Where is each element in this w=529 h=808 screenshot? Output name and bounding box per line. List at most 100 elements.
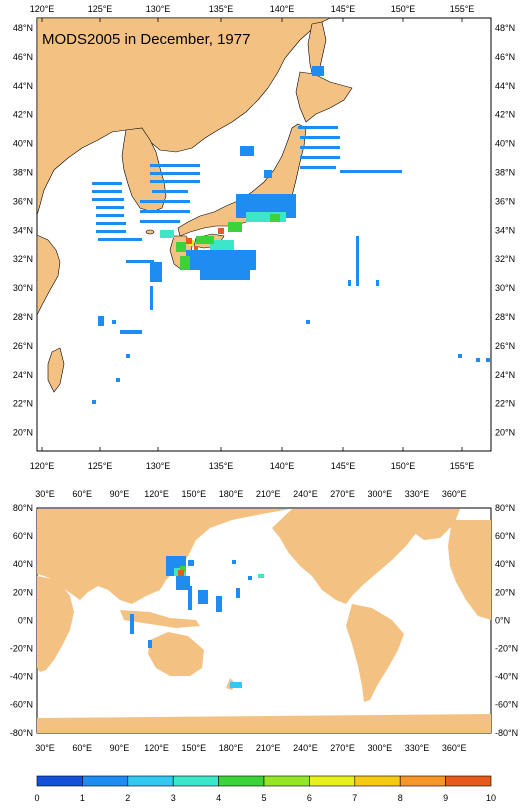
- africa: [37, 576, 74, 672]
- lon-label: 330°E: [405, 743, 430, 753]
- lon-label: 270°E: [330, 743, 355, 753]
- global-lon-labels-top: 30°E 60°E 90°E 120°E 150°E 180°E 210°E 240°E 270…: [35, 489, 466, 499]
- colorbar-label: 3: [171, 793, 176, 803]
- lat-label: 36°N: [13, 196, 33, 206]
- south-america: [346, 604, 404, 702]
- lat-label: 20°N: [495, 587, 515, 597]
- lon-label: 360°E: [442, 743, 467, 753]
- lat-label: 24°N: [495, 370, 515, 380]
- colorbar-label: 7: [352, 793, 357, 803]
- lon-label: 150°E: [181, 743, 206, 753]
- colorbar-box: [354, 775, 401, 787]
- colorbar-label: 0: [34, 793, 39, 803]
- colorbar: 0 1 2 3 4 5 6 7 8 9 10: [34, 775, 496, 803]
- colorbar-label: 6: [307, 793, 312, 803]
- lat-label: -60°N: [10, 700, 33, 710]
- lat-label: 44°N: [13, 81, 33, 91]
- lon-label: 150°E: [181, 489, 206, 499]
- lon-label: 90°E: [110, 743, 130, 753]
- regional-lon-labels-bottom: 120°E 125°E 130°E 135°E 140°E 145°E 150°E 155°E: [30, 461, 475, 471]
- colorbar-label: 4: [216, 793, 221, 803]
- lon-label: 180°E: [219, 743, 244, 753]
- lon-label: 120°E: [30, 4, 55, 14]
- lon-label: 155°E: [450, 4, 475, 14]
- colorbar-box: [445, 775, 492, 787]
- lon-label: 130°E: [146, 461, 171, 471]
- global-observations: [130, 556, 264, 688]
- lat-label: -80°N: [10, 728, 33, 738]
- lat-label: 20°N: [13, 587, 33, 597]
- lat-label: 48°N: [13, 23, 33, 33]
- lon-label: 125°E: [88, 461, 113, 471]
- lat-label: 20°N: [13, 428, 33, 438]
- north-america: [272, 509, 440, 604]
- lon-label: 155°E: [450, 461, 475, 471]
- lon-label: 210°E: [256, 743, 281, 753]
- colorbar-labels: 0 1 2 3 4 5 6 7 8 9 10: [34, 793, 496, 803]
- lon-label: 30°E: [35, 743, 55, 753]
- colorbar-label: 5: [261, 793, 266, 803]
- lon-label: 90°E: [110, 489, 130, 499]
- lon-label: 120°E: [30, 461, 55, 471]
- lon-label: 150°E: [391, 4, 416, 14]
- lat-label: 44°N: [495, 81, 515, 91]
- lon-label: 140°E: [270, 4, 295, 14]
- colorbar-box: [127, 775, 174, 787]
- lat-label: 40°N: [495, 139, 515, 149]
- lat-label: 36°N: [495, 196, 515, 206]
- lat-label: 34°N: [13, 225, 33, 235]
- lon-label: 135°E: [209, 461, 234, 471]
- regional-map: MODS2005 in December, 1977 120°E 125°E 130…: [13, 4, 515, 471]
- regional-observations: [92, 66, 490, 404]
- colorbar-box: [399, 775, 446, 787]
- colorbar-box: [309, 775, 356, 787]
- lon-label: 145°E: [331, 4, 356, 14]
- lat-label: 28°N: [495, 312, 515, 322]
- lat-label: 46°N: [495, 52, 515, 62]
- lat-label: -40°N: [10, 672, 33, 682]
- lon-label: 270°E: [330, 489, 355, 499]
- regional-lat-labels-left: 48°N 46°N 44°N 42°N 40°N 38°N 36°N 34°N 32°N 30°N…: [13, 23, 33, 438]
- lat-label: 40°N: [13, 559, 33, 569]
- colorbar-label: 8: [398, 793, 403, 803]
- lat-label: 28°N: [13, 312, 33, 322]
- global-lon-labels-bottom: 30°E 60°E 90°E 120°E 150°E 180°E 210°E 240°E 270…: [35, 743, 466, 753]
- global-map: 30°E 60°E 90°E 120°E 150°E 180°E 210°E 240°E 270…: [10, 489, 518, 753]
- global-lat-labels-left: 80°N 60°N 40°N 20°N 0°N -20°N -40°N -60°N -80°N: [10, 503, 33, 738]
- lon-label: 125°E: [88, 4, 113, 14]
- lat-label: 48°N: [495, 23, 515, 33]
- lat-label: 30°N: [495, 283, 515, 293]
- colorbar-label: 1: [80, 793, 85, 803]
- lat-label: 0°N: [18, 615, 33, 625]
- lon-label: 240°E: [293, 743, 318, 753]
- lon-label: 30°E: [35, 489, 55, 499]
- lon-label: 180°E: [219, 489, 244, 499]
- mainland-china: [36, 17, 331, 216]
- lat-label: 60°N: [13, 531, 33, 541]
- colorbar-boxes: [36, 775, 492, 787]
- lat-label: 40°N: [495, 559, 515, 569]
- lat-label: -60°N: [495, 700, 518, 710]
- lat-label: 42°N: [13, 110, 33, 120]
- lon-label: 120°E: [144, 743, 169, 753]
- lat-label: 46°N: [13, 52, 33, 62]
- indonesia: [120, 610, 200, 628]
- lon-label: 130°E: [146, 4, 171, 14]
- lat-label: 42°N: [495, 110, 515, 120]
- lat-label: -20°N: [495, 644, 518, 654]
- colorbar-label: 9: [443, 793, 448, 803]
- lat-label: 80°N: [13, 503, 33, 513]
- lon-label: 135°E: [209, 4, 234, 14]
- hokkaido: [295, 71, 353, 123]
- lon-label: 300°E: [367, 743, 392, 753]
- lat-label: 22°N: [495, 399, 515, 409]
- global-land: [37, 509, 491, 733]
- lat-label: 32°N: [495, 254, 515, 264]
- global-lat-labels-right: 80°N 60°N 40°N 20°N 0°N -20°N -40°N -60°N -80°N: [495, 503, 518, 738]
- lon-label: 140°E: [270, 461, 295, 471]
- lon-label: 145°E: [331, 461, 356, 471]
- colorbar-box: [172, 775, 219, 787]
- regional-lon-labels-top: 120°E 125°E 130°E 135°E 140°E 145°E 150°E 155°E: [30, 4, 475, 14]
- lat-label: 32°N: [13, 254, 33, 264]
- lon-label: 210°E: [256, 489, 281, 499]
